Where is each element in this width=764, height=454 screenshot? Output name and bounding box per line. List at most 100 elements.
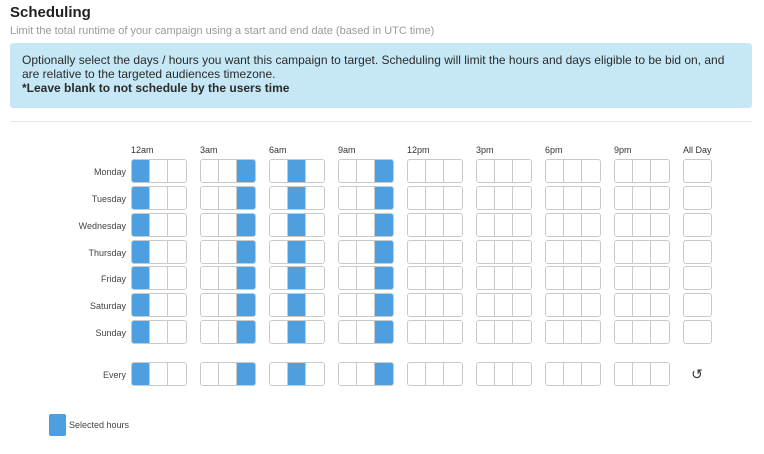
day-saturday-hour-cell[interactable] (339, 294, 357, 316)
every-hour-cell[interactable] (150, 363, 168, 385)
day-saturday-hour-cell[interactable] (408, 294, 426, 316)
every-hour-cell[interactable] (564, 363, 582, 385)
day-thursday-hour-cell[interactable] (339, 241, 357, 263)
day-sunday-hour-cell[interactable] (288, 321, 306, 343)
day-saturday-hour-cell[interactable] (288, 294, 306, 316)
day-wednesday-hour-cell[interactable] (582, 214, 600, 236)
day-wednesday-hour-cell[interactable] (477, 214, 495, 236)
day-saturday-hour-cell[interactable] (651, 294, 669, 316)
every-hour-cell[interactable] (615, 363, 633, 385)
day-wednesday-hour-cell[interactable] (615, 214, 633, 236)
day-tuesday-all-day-toggle[interactable] (683, 186, 712, 210)
day-sunday-hour-cell[interactable] (633, 321, 651, 343)
day-sunday-hour-cell[interactable] (150, 321, 168, 343)
day-monday-all-day-toggle[interactable] (683, 159, 712, 183)
day-thursday-hour-cell[interactable] (615, 241, 633, 263)
day-friday-hour-cell[interactable] (651, 267, 669, 289)
every-hour-cell[interactable] (306, 363, 324, 385)
day-friday-hour-cell[interactable] (513, 267, 531, 289)
day-sunday-hour-cell[interactable] (651, 321, 669, 343)
day-wednesday-hour-cell[interactable] (444, 214, 462, 236)
day-saturday-hour-cell[interactable] (375, 294, 393, 316)
day-monday-hour-cell[interactable] (444, 160, 462, 182)
day-thursday-hour-cell[interactable] (237, 241, 255, 263)
day-saturday-hour-cell[interactable] (546, 294, 564, 316)
day-saturday-hour-cell[interactable] (513, 294, 531, 316)
day-wednesday-hour-cell[interactable] (513, 214, 531, 236)
day-sunday-hour-cell[interactable] (219, 321, 237, 343)
day-sunday-hour-cell[interactable] (513, 321, 531, 343)
day-friday-hour-cell[interactable] (357, 267, 375, 289)
day-tuesday-hour-cell[interactable] (426, 187, 444, 209)
day-monday-hour-cell[interactable] (132, 160, 150, 182)
every-hour-cell[interactable] (288, 363, 306, 385)
day-friday-hour-cell[interactable] (426, 267, 444, 289)
day-monday-hour-cell[interactable] (546, 160, 564, 182)
day-monday-hour-cell[interactable] (306, 160, 324, 182)
day-tuesday-hour-cell[interactable] (219, 187, 237, 209)
day-wednesday-hour-cell[interactable] (132, 214, 150, 236)
day-wednesday-hour-cell[interactable] (633, 214, 651, 236)
day-friday-hour-cell[interactable] (582, 267, 600, 289)
day-sunday-hour-cell[interactable] (375, 321, 393, 343)
day-tuesday-hour-cell[interactable] (651, 187, 669, 209)
day-tuesday-hour-cell[interactable] (495, 187, 513, 209)
day-sunday-hour-cell[interactable] (237, 321, 255, 343)
day-monday-hour-cell[interactable] (495, 160, 513, 182)
day-thursday-hour-cell[interactable] (546, 241, 564, 263)
day-monday-hour-cell[interactable] (201, 160, 219, 182)
day-tuesday-hour-cell[interactable] (477, 187, 495, 209)
day-monday-hour-cell[interactable] (339, 160, 357, 182)
day-saturday-hour-cell[interactable] (150, 294, 168, 316)
day-saturday-hour-cell[interactable] (132, 294, 150, 316)
day-friday-hour-cell[interactable] (150, 267, 168, 289)
day-thursday-hour-cell[interactable] (651, 241, 669, 263)
day-monday-hour-cell[interactable] (237, 160, 255, 182)
day-saturday-hour-cell[interactable] (615, 294, 633, 316)
day-saturday-hour-cell[interactable] (201, 294, 219, 316)
day-friday-hour-cell[interactable] (375, 267, 393, 289)
day-monday-hour-cell[interactable] (408, 160, 426, 182)
every-hour-cell[interactable] (132, 363, 150, 385)
day-tuesday-hour-cell[interactable] (615, 187, 633, 209)
day-wednesday-hour-cell[interactable] (651, 214, 669, 236)
reset-icon[interactable]: ↺ (691, 366, 703, 382)
day-tuesday-hour-cell[interactable] (150, 187, 168, 209)
day-sunday-hour-cell[interactable] (306, 321, 324, 343)
day-thursday-hour-cell[interactable] (513, 241, 531, 263)
day-friday-hour-cell[interactable] (237, 267, 255, 289)
day-friday-hour-cell[interactable] (306, 267, 324, 289)
day-friday-hour-cell[interactable] (288, 267, 306, 289)
day-wednesday-hour-cell[interactable] (495, 214, 513, 236)
day-thursday-hour-cell[interactable] (426, 241, 444, 263)
day-wednesday-hour-cell[interactable] (564, 214, 582, 236)
every-hour-cell[interactable] (426, 363, 444, 385)
day-wednesday-hour-cell[interactable] (546, 214, 564, 236)
day-sunday-hour-cell[interactable] (201, 321, 219, 343)
every-hour-cell[interactable] (408, 363, 426, 385)
day-sunday-hour-cell[interactable] (357, 321, 375, 343)
day-saturday-hour-cell[interactable] (444, 294, 462, 316)
every-hour-cell[interactable] (201, 363, 219, 385)
day-sunday-hour-cell[interactable] (546, 321, 564, 343)
day-monday-hour-cell[interactable] (651, 160, 669, 182)
day-thursday-hour-cell[interactable] (201, 241, 219, 263)
day-friday-hour-cell[interactable] (564, 267, 582, 289)
day-friday-hour-cell[interactable] (339, 267, 357, 289)
day-monday-hour-cell[interactable] (357, 160, 375, 182)
every-hour-cell[interactable] (375, 363, 393, 385)
day-sunday-hour-cell[interactable] (477, 321, 495, 343)
day-wednesday-hour-cell[interactable] (150, 214, 168, 236)
day-thursday-hour-cell[interactable] (564, 241, 582, 263)
day-thursday-hour-cell[interactable] (408, 241, 426, 263)
day-wednesday-hour-cell[interactable] (306, 214, 324, 236)
day-monday-hour-cell[interactable] (477, 160, 495, 182)
day-saturday-hour-cell[interactable] (219, 294, 237, 316)
day-tuesday-hour-cell[interactable] (288, 187, 306, 209)
day-tuesday-hour-cell[interactable] (201, 187, 219, 209)
day-tuesday-hour-cell[interactable] (633, 187, 651, 209)
day-thursday-hour-cell[interactable] (357, 241, 375, 263)
day-tuesday-hour-cell[interactable] (306, 187, 324, 209)
day-monday-hour-cell[interactable] (150, 160, 168, 182)
every-hour-cell[interactable] (546, 363, 564, 385)
